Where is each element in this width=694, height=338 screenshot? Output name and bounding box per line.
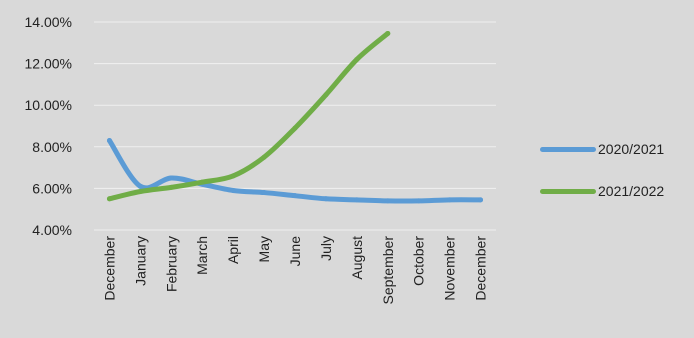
legend-label-series-1: 2020/2021 bbox=[598, 141, 665, 157]
series-1-point-8 bbox=[354, 197, 360, 203]
series-2-point-2 bbox=[168, 184, 174, 190]
legend-swatch-series-1 bbox=[540, 146, 596, 152]
series-2-point-8 bbox=[354, 56, 360, 62]
series-line-1 bbox=[106, 138, 484, 204]
legend-swatch-series-2 bbox=[540, 188, 596, 194]
legend: 2020/2021 2021/2022 bbox=[540, 138, 664, 222]
x-tick-label-1: January bbox=[132, 236, 148, 286]
y-tick-label-5: 14.00% bbox=[25, 14, 72, 30]
series-1-point-10 bbox=[416, 198, 422, 204]
legend-label-series-2: 2021/2022 bbox=[598, 183, 665, 199]
x-tick-label-5: May bbox=[256, 236, 272, 262]
series-2-point-9 bbox=[385, 30, 391, 36]
x-tick-label-8: August bbox=[349, 236, 365, 280]
series-1-point-4 bbox=[230, 187, 236, 193]
x-tick-label-0: December bbox=[101, 236, 117, 301]
series-line-2 bbox=[106, 30, 391, 202]
series-2-point-4 bbox=[230, 173, 236, 179]
x-tick-label-4: April bbox=[225, 236, 241, 264]
series-1-point-12 bbox=[478, 197, 484, 203]
x-tick-label-7: July bbox=[318, 236, 334, 261]
x-tick-label-12: December bbox=[473, 236, 489, 301]
series-1-point-9 bbox=[385, 198, 391, 204]
legend-item-series-1: 2020/2021 bbox=[540, 138, 664, 160]
series-2-point-0 bbox=[106, 196, 112, 202]
legend-item-series-2: 2021/2022 bbox=[540, 180, 664, 202]
series-2-point-6 bbox=[292, 125, 298, 131]
series-1-point-6 bbox=[292, 193, 298, 199]
series-1-point-1 bbox=[137, 183, 143, 189]
series-2-point-5 bbox=[261, 154, 267, 160]
y-tick-label-3: 10.00% bbox=[25, 97, 72, 113]
x-tick-label-9: September bbox=[380, 236, 396, 305]
series-1-point-11 bbox=[447, 197, 453, 203]
x-tick-label-6: June bbox=[287, 236, 303, 267]
y-tick-label-4: 12.00% bbox=[25, 56, 72, 72]
x-tick-label-10: October bbox=[411, 236, 427, 286]
series-2-point-1 bbox=[137, 189, 143, 195]
y-tick-label-1: 6.00% bbox=[32, 180, 72, 196]
series-1-point-0 bbox=[106, 138, 112, 144]
series-2-point-3 bbox=[199, 179, 205, 185]
y-tick-label-0: 4.00% bbox=[32, 222, 72, 238]
x-tick-label-2: February bbox=[163, 236, 179, 292]
x-tick-label-11: November bbox=[442, 236, 458, 301]
series-1-point-7 bbox=[323, 196, 329, 202]
series-2-point-7 bbox=[323, 92, 329, 98]
series-1-point-2 bbox=[168, 175, 174, 181]
series-1-point-5 bbox=[261, 190, 267, 196]
x-tick-label-3: March bbox=[194, 236, 210, 275]
y-tick-label-2: 8.00% bbox=[32, 139, 72, 155]
